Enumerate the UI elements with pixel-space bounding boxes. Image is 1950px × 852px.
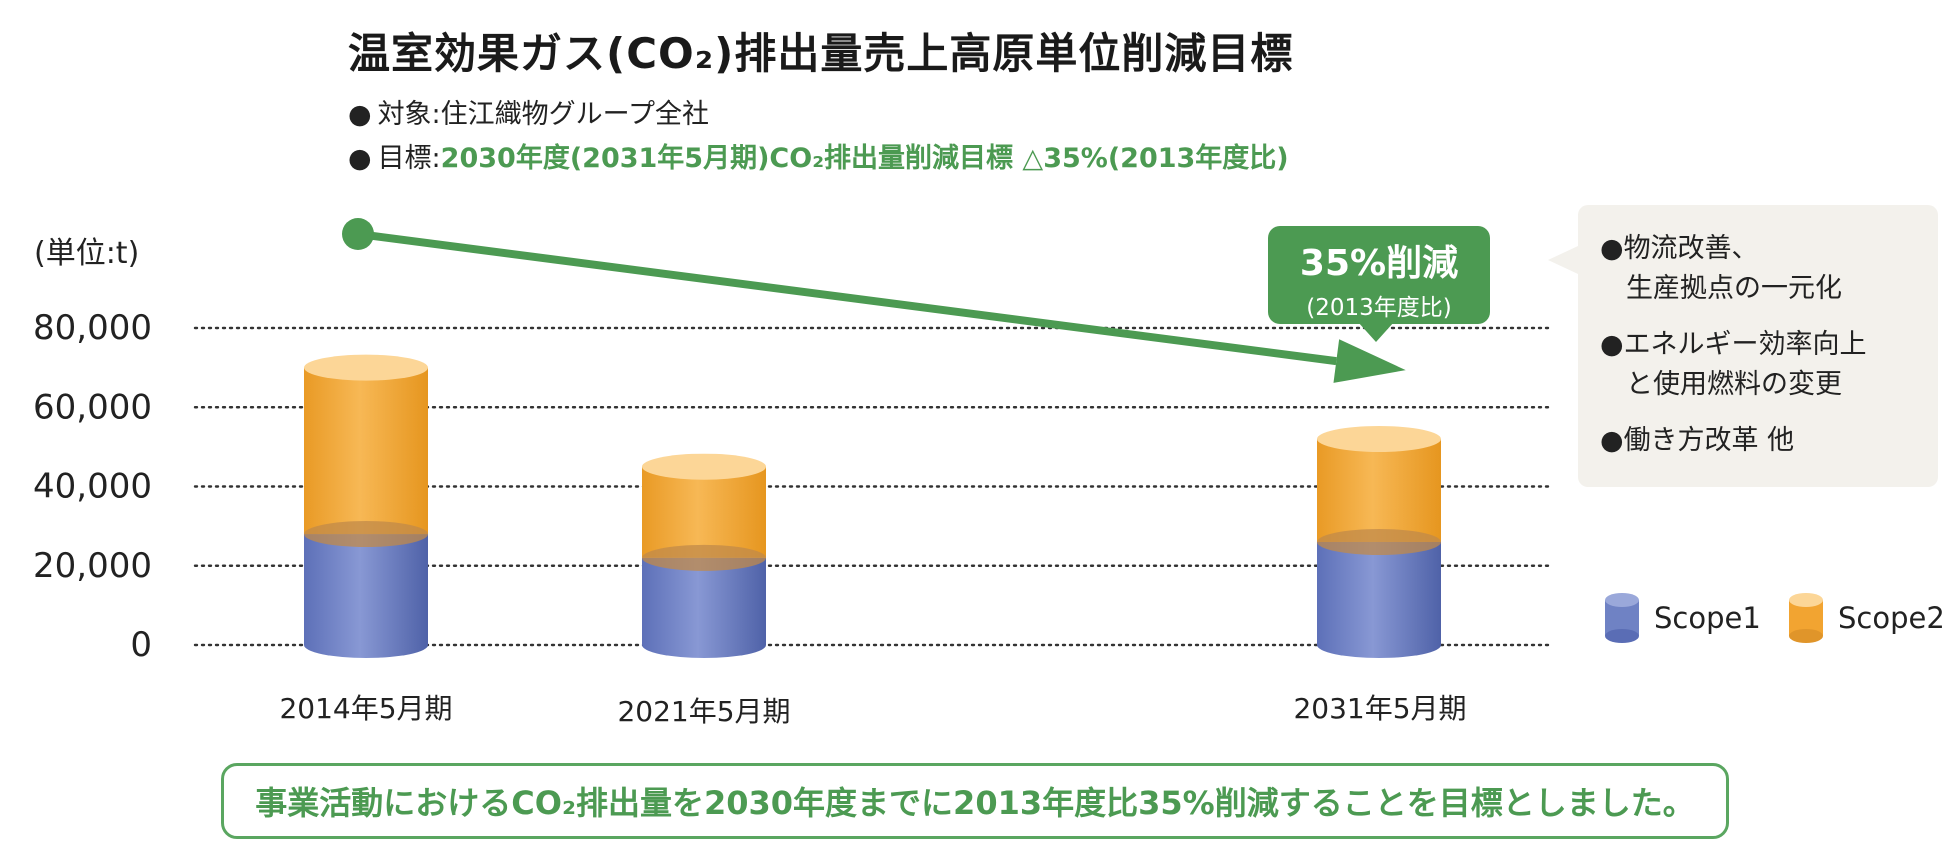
measure-item: ●働き方改革 他: [1600, 425, 1795, 456]
y-tick-label: 0: [130, 625, 152, 665]
bar-group: [642, 453, 766, 658]
bar-scope2: [1317, 438, 1441, 542]
bullet-mark: ●: [348, 99, 372, 130]
x-tick-label: 2014年5月期: [279, 692, 452, 725]
y-tick-label: 40,000: [33, 467, 152, 507]
note-pointer: [1548, 246, 1578, 274]
bar-scope2-top: [642, 453, 766, 480]
reduction-callout-main: 35%削減: [1299, 243, 1459, 284]
y-tick-label: 80,000: [33, 308, 152, 348]
bar-scope2-top: [304, 354, 428, 381]
measure-item: ●物流改善、 生産拠点の一元化: [1600, 233, 1842, 304]
legend-scope2: Scope2: [1788, 592, 1945, 644]
bar-scope1: [1317, 541, 1441, 645]
y-tick-label: 60,000: [33, 387, 152, 427]
reduction-callout-sub: (2013年度比): [1306, 295, 1452, 321]
bar-group: [1317, 425, 1441, 658]
bar-scope2-top: [1317, 425, 1441, 452]
measures-note: ●物流改善、 生産拠点の一元化 ●エネルギー効率向上 と使用燃料の変更 ●働き方改革…: [1578, 205, 1938, 487]
bar-scope1: [642, 557, 766, 645]
legend-scope2-swatch: [1789, 593, 1823, 643]
bar-boundary: [642, 544, 766, 571]
callout-pointer: [1358, 322, 1394, 342]
trend-start-dot: [342, 218, 374, 250]
legend-scope1-swatch: [1605, 593, 1639, 643]
y-tick-label: 20,000: [33, 546, 152, 586]
unit-label: (単位:t): [34, 236, 140, 271]
target-scope-text: 住江織物グループ全社: [440, 99, 710, 130]
bar-boundary: [304, 521, 428, 548]
bar-scope2: [642, 466, 766, 558]
trend-arrow-line: [357, 230, 1337, 366]
bar-scope1-base: [304, 632, 428, 658]
measure-item: ●エネルギー効率向上 と使用燃料の変更: [1600, 329, 1867, 400]
bar-scope1-base: [642, 632, 766, 658]
target-scope-label: 対象:: [377, 99, 441, 130]
bar-scope1: [304, 534, 428, 645]
goal-line: ● 目標:2030年度(2031年5月期)CO₂排出量削減目標 △35%(2013…: [348, 136, 1289, 175]
bar-group: [304, 354, 428, 658]
goal-label: 目標:: [377, 143, 441, 174]
x-tick-label: 2031年5月期: [1293, 692, 1466, 725]
bar-scope2: [304, 367, 428, 535]
trend-arrowhead: [1333, 339, 1406, 383]
chart-title: 温室効果ガス(CO₂)排出量売上高原単位削減目標: [348, 29, 1294, 78]
legend-scope2-label: Scope2: [1838, 601, 1945, 635]
legend-scope1-label: Scope1: [1654, 601, 1761, 635]
x-tick-label: 2021年5月期: [617, 695, 790, 728]
bullet-mark: ●: [348, 143, 372, 174]
reduction-callout: 35%削減 (2013年度比): [1268, 226, 1490, 324]
legend-scope1: Scope1: [1604, 592, 1761, 644]
bar-scope1-base: [1317, 632, 1441, 658]
summary-banner: 事業活動におけるCO₂排出量を2030年度までに2013年度比35%削減すること…: [221, 763, 1729, 839]
bar-boundary: [1317, 528, 1441, 555]
goal-text: 2030年度(2031年5月期)CO₂排出量削減目標 △35%(2013年度比): [440, 143, 1289, 174]
target-scope-line: ● 対象:住江織物グループ全社: [348, 92, 709, 131]
